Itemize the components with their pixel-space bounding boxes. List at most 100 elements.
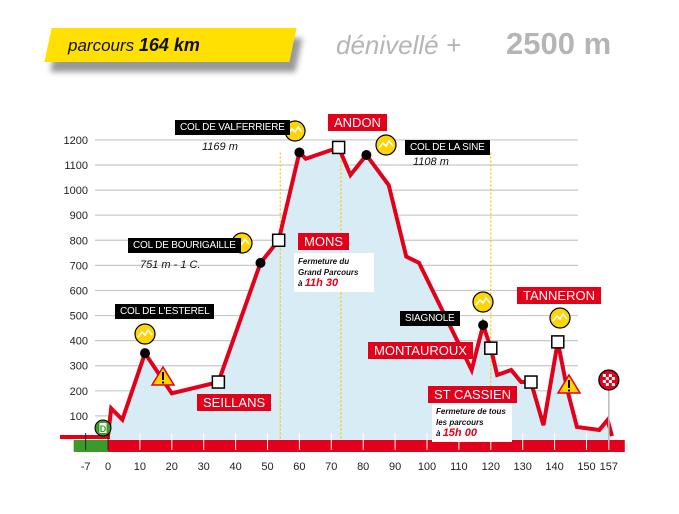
denivele-label: dénivellé + bbox=[336, 30, 462, 60]
col-summit-dot bbox=[140, 348, 151, 359]
warning-icon bbox=[150, 365, 176, 386]
x-tick-label: 110 bbox=[450, 461, 468, 473]
x-tick-label: 0 bbox=[105, 461, 111, 473]
x-tick-label: 50 bbox=[261, 461, 273, 473]
alt-bourigaille: 751 m - 1 C. bbox=[140, 259, 201, 271]
y-tick-label: 400 bbox=[70, 336, 88, 348]
start-plate bbox=[99, 423, 107, 433]
x-tick-label: 40 bbox=[229, 461, 241, 473]
y-tick-label: 800 bbox=[70, 235, 88, 247]
town-marker bbox=[211, 375, 226, 389]
note-st-cassien: Fermeture de tous les parcours à 15h 00 bbox=[432, 403, 512, 442]
x-tick-label: 140 bbox=[545, 461, 563, 473]
race-band bbox=[108, 440, 625, 452]
col-icon-peak bbox=[378, 139, 394, 149]
checker-square bbox=[611, 377, 615, 380]
label-col-valferriere: COL DE VALFERRIERE bbox=[175, 120, 290, 135]
warning-dot bbox=[161, 381, 165, 384]
distance-text: parcours 164 km bbox=[68, 35, 200, 56]
col-mountain-icon bbox=[284, 120, 306, 142]
alt-valferriere: 1169 m bbox=[202, 141, 238, 153]
profile-line bbox=[60, 144, 614, 439]
note-cassien-line2: les parcours bbox=[436, 418, 484, 427]
parcours-label: parcours bbox=[68, 36, 135, 55]
town-marker bbox=[484, 341, 498, 355]
col-summit-dot bbox=[255, 257, 266, 268]
checker-square bbox=[608, 380, 612, 383]
start-icon: D bbox=[94, 419, 112, 437]
warning-icon bbox=[556, 373, 582, 394]
note-cassien-time: 15h 00 bbox=[442, 427, 477, 439]
x-tick-label: 60 bbox=[293, 461, 305, 473]
x-tick-label: 30 bbox=[198, 461, 210, 473]
distance-value: 164 km bbox=[138, 35, 200, 55]
x-tick-label: 150 bbox=[577, 461, 595, 473]
x-tick-label: 130 bbox=[514, 461, 532, 473]
note-mons-line2: Grand Parcours bbox=[298, 268, 359, 277]
label-siagnole: SIAGNOLE bbox=[400, 311, 460, 326]
label-mons: MONS bbox=[298, 233, 349, 250]
label-seillans: SEILLANS bbox=[197, 394, 272, 411]
col-icon-peak bbox=[137, 328, 153, 338]
note-cassien-line1: Fermeture de tous bbox=[436, 407, 506, 416]
y-tick-label: 1100 bbox=[64, 160, 88, 172]
note-mons-a: à bbox=[298, 279, 303, 288]
col-summit-dot bbox=[361, 149, 372, 160]
y-tick-label: 500 bbox=[70, 311, 88, 323]
denivele-value: 2500 m bbox=[506, 26, 612, 61]
label-st-cassien: ST CASSIEN bbox=[428, 386, 518, 403]
col-mountain-icon bbox=[375, 134, 397, 156]
warning-bar bbox=[568, 380, 570, 388]
col-icon-peak bbox=[475, 296, 491, 306]
finish-flag-icon bbox=[598, 369, 620, 391]
label-col-esterel: COL DE L'ESTEREL bbox=[115, 304, 215, 319]
profile-area bbox=[108, 147, 613, 441]
col-summit-dot bbox=[478, 320, 489, 331]
town-marker bbox=[551, 335, 565, 349]
label-col-bourigaille: COL DE BOURIGAILLE bbox=[128, 238, 241, 253]
col-mountain-icon bbox=[134, 323, 156, 345]
y-tick-label: 900 bbox=[70, 210, 88, 222]
y-tick-label: 1000 bbox=[64, 185, 88, 197]
checker-square bbox=[605, 383, 609, 386]
town-marker bbox=[271, 233, 286, 248]
x-tick-label: 20 bbox=[166, 461, 178, 473]
col-summit-dot bbox=[294, 147, 305, 158]
x-tick-label: 70 bbox=[325, 461, 337, 473]
checker-square bbox=[602, 374, 606, 377]
alt-sine: 1108 m bbox=[413, 156, 449, 168]
checker-square bbox=[602, 380, 606, 383]
x-tick-label: -7 bbox=[81, 461, 91, 473]
note-mons: Fermeture du Grand Parcours à 11h 30 bbox=[294, 253, 374, 292]
x-tick-label: 80 bbox=[357, 461, 369, 473]
warning-bar bbox=[162, 372, 164, 380]
checker-square bbox=[611, 383, 615, 386]
x-tick-label: 90 bbox=[389, 461, 401, 473]
checker-square bbox=[605, 377, 609, 380]
y-tick-label: 1200 bbox=[64, 135, 88, 147]
y-tick-label: 600 bbox=[70, 285, 88, 297]
label-tanneron: TANNERON bbox=[517, 287, 601, 304]
neutral-start-band bbox=[73, 440, 108, 452]
note-cassien-a: à bbox=[436, 429, 441, 438]
x-tick-label: 157 bbox=[600, 461, 618, 473]
town-marker bbox=[331, 140, 346, 155]
town-marker bbox=[524, 375, 538, 389]
col-icon-peak bbox=[287, 125, 303, 135]
y-tick-label: 100 bbox=[70, 411, 88, 423]
checker-square bbox=[608, 374, 612, 377]
y-tick-label: 700 bbox=[70, 260, 88, 272]
warning-dot bbox=[567, 389, 571, 392]
start-letter: D bbox=[100, 424, 107, 434]
y-tick-label: 300 bbox=[70, 361, 88, 373]
x-tick-label: 10 bbox=[134, 461, 146, 473]
label-montauroux: MONTAUROUX bbox=[368, 342, 473, 359]
label-andon: ANDON bbox=[328, 114, 387, 131]
label-col-sine: COL DE LA SINE bbox=[405, 140, 490, 155]
x-tick-label: 100 bbox=[418, 461, 436, 473]
col-icon-peak bbox=[552, 312, 568, 322]
col-mountain-icon bbox=[472, 291, 494, 313]
note-mons-line1: Fermeture du bbox=[298, 257, 350, 266]
